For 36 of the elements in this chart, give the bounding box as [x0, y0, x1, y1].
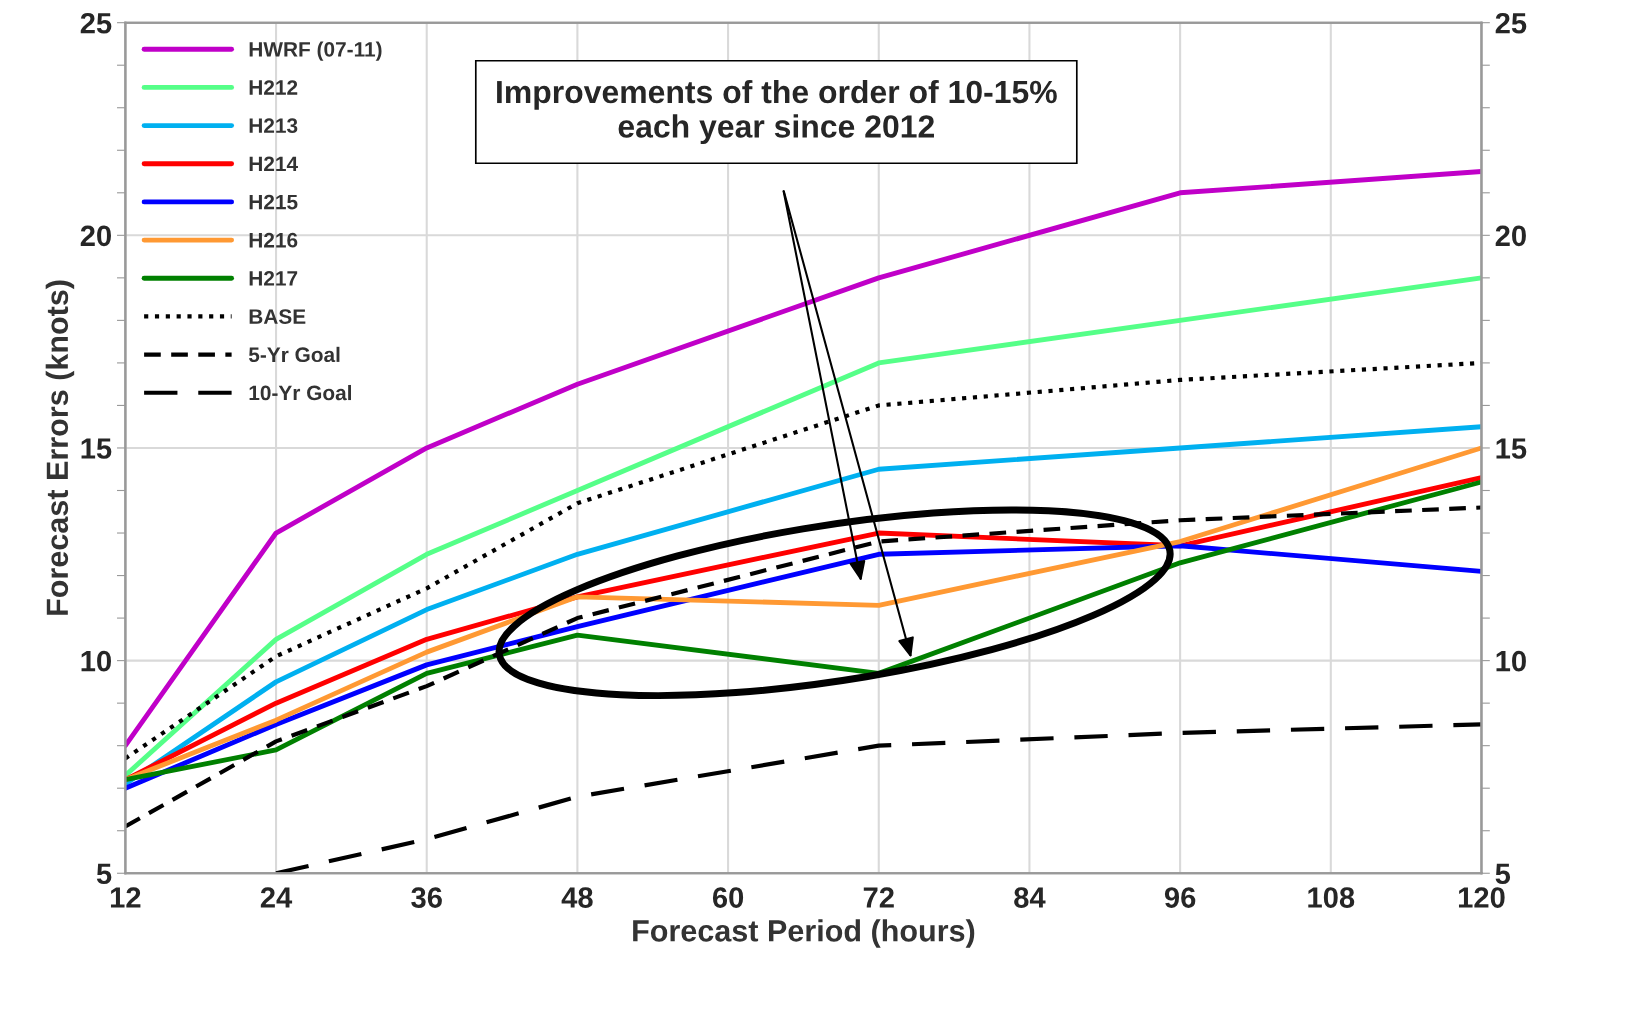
legend-label: H212	[249, 80, 298, 95]
y-tick-label: 20	[80, 225, 111, 247]
x-tick-label: 120	[1458, 887, 1505, 908]
legend-label: H213	[249, 118, 298, 134]
annotation: Improvements of the order of 10-15% each year since 2012	[497, 79, 1057, 145]
legend-label: BASE	[249, 309, 306, 324]
y-tick-label: 15	[81, 438, 112, 459]
y-tick-label: 5	[96, 863, 112, 885]
line-series	[125, 169, 1482, 749]
x-tick-label: 96	[1164, 887, 1196, 908]
legend-label: H214	[249, 156, 298, 172]
x-axis-title: Forecast Period (hours)	[633, 919, 975, 948]
legend-label: H216	[249, 232, 298, 248]
y-tick-label: 25	[80, 12, 112, 34]
line-series	[125, 543, 1482, 791]
line-series	[273, 722, 1482, 874]
x-tick-label: 108	[1308, 887, 1355, 908]
legend-label: H217	[249, 271, 298, 286]
legend-label: HWRF (07-11)	[249, 41, 382, 61]
y2-tick-label: 25	[1495, 12, 1527, 34]
legend-label: 10-Yr Goal	[249, 384, 352, 401]
legend-label: 5-Yr Goal	[248, 346, 340, 363]
x-tick-label: 60	[712, 887, 744, 908]
x-tick-label: 24	[260, 887, 293, 908]
y-tick-label: 10	[81, 650, 111, 672]
x-tick-label: 12	[110, 887, 141, 908]
x-tick-label: 48	[561, 887, 593, 908]
y2-tick-label: 10	[1496, 650, 1526, 672]
y2-tick-label: 5	[1495, 863, 1511, 885]
x-tick-label: 84	[1014, 887, 1046, 908]
legend-label: H215	[249, 194, 298, 210]
x-tick-label: 72	[863, 887, 894, 908]
y-axis-title: Forecast Errors (knots)	[45, 280, 75, 615]
y2-tick-label: 20	[1495, 225, 1526, 247]
y2-tick-label: 15	[1496, 438, 1527, 459]
x-tick-label: 36	[411, 887, 442, 908]
